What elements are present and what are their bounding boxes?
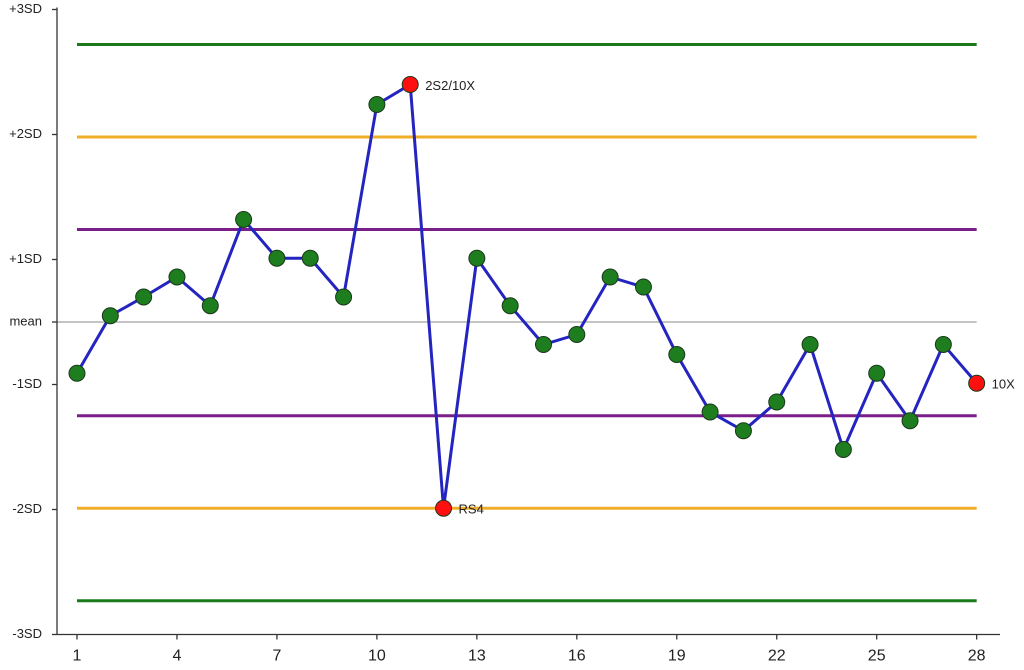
x-tick-label: 16	[568, 648, 586, 665]
x-tick-label: 7	[272, 648, 281, 665]
data-point	[868, 364, 886, 382]
data-point	[368, 96, 386, 113]
x-tick-label: 1	[73, 648, 82, 665]
data-point	[501, 297, 519, 315]
data-point	[335, 288, 353, 306]
point-label: 10X	[992, 377, 1015, 392]
data-point	[834, 441, 852, 458]
y-tick-label: -3SD	[12, 626, 42, 641]
data-point	[701, 403, 719, 421]
data-point	[534, 336, 552, 353]
x-tick-label: 25	[868, 648, 886, 665]
y-tick-label: +2SD	[9, 126, 42, 141]
x-tick-label: 4	[173, 648, 182, 665]
x-tick-label: 13	[468, 648, 486, 665]
data-point	[301, 249, 319, 267]
data-point	[235, 211, 253, 228]
data-point	[901, 412, 919, 430]
data-point	[801, 336, 819, 353]
data-point	[934, 336, 952, 353]
data-point	[135, 288, 153, 306]
data-line	[75, 81, 978, 509]
x-tick-label: 28	[968, 648, 986, 665]
data-point	[201, 297, 219, 315]
data-point	[68, 364, 86, 382]
data-point	[768, 393, 786, 411]
y-tick-label: +3SD	[9, 1, 42, 16]
data-point	[101, 307, 119, 325]
y-tick-label: +1SD	[9, 251, 42, 266]
y-tick-label: -1SD	[12, 376, 42, 391]
data-point	[568, 326, 586, 343]
data-point	[268, 249, 286, 267]
data-point	[168, 268, 186, 286]
point-label: RS4	[459, 502, 484, 517]
data-point	[601, 268, 619, 286]
data-point	[634, 278, 652, 296]
x-tick-label: 10	[368, 648, 386, 665]
point-label: 2S2/10X	[425, 78, 475, 93]
data-point	[468, 249, 486, 267]
data-point	[734, 422, 752, 440]
data-point	[968, 374, 986, 392]
y-tick-label: mean	[9, 313, 42, 328]
data-point	[435, 499, 453, 517]
x-tick-label: 22	[768, 648, 786, 665]
data-point	[668, 346, 686, 363]
y-tick-label: -2SD	[12, 501, 42, 516]
x-tick-label: 19	[668, 648, 686, 665]
data-point	[401, 76, 419, 93]
